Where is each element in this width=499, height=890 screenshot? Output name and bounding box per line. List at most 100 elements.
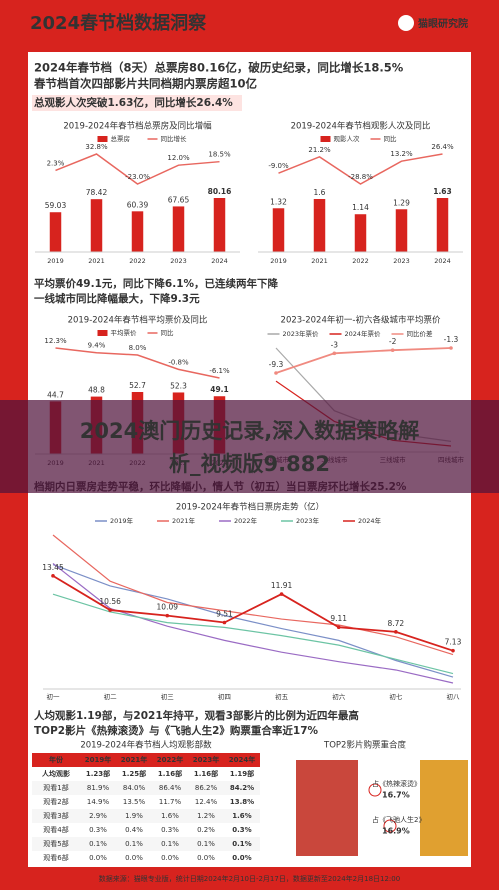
bar xyxy=(172,206,185,252)
brand: 猫眼研究院 xyxy=(418,17,468,30)
table-cell: 观看5部 xyxy=(43,839,68,848)
chart-title: 2023-2024年初一-初六各级城市平均票价 xyxy=(281,315,441,326)
growth-label: 8.0% xyxy=(129,344,147,352)
x-tick-label: 2021 xyxy=(88,257,105,265)
section-subhead: 总观影人次突破1.63亿，同比增长26.4% xyxy=(34,96,233,109)
point-label: 9.51 xyxy=(216,609,233,618)
bar-label: 67.65 xyxy=(168,195,190,204)
table-cell: 1.23部 xyxy=(86,769,110,778)
point xyxy=(394,630,398,634)
chart-title: 2019-2024年春节档日票房走势（亿） xyxy=(176,502,324,513)
x-tick-label: 2019 xyxy=(47,257,64,265)
point xyxy=(274,371,278,375)
bar-label: 52.3 xyxy=(170,381,187,390)
brand-logo xyxy=(398,15,414,31)
growth-label: 26.4% xyxy=(431,143,454,151)
table-header: 2023年 xyxy=(193,755,219,764)
point xyxy=(449,346,453,350)
point-label: 7.13 xyxy=(445,638,462,647)
table-cell: 0.3% xyxy=(89,826,107,834)
table-cell: 观看3部 xyxy=(43,811,68,820)
table-cell: 0.3% xyxy=(232,826,251,834)
legend-swatch xyxy=(97,330,108,336)
table-cell: 84.0% xyxy=(123,784,146,792)
table-cell: 1.25部 xyxy=(122,769,146,778)
point-label: -1.3 xyxy=(444,335,459,344)
overlap-value: 16.7% xyxy=(382,791,410,800)
point-label: 10.56 xyxy=(99,597,121,606)
point xyxy=(279,592,284,596)
legend-label: 平均票价 xyxy=(111,328,138,337)
legend-label: 2022年 xyxy=(234,516,258,525)
table-cell: 0.1% xyxy=(125,840,143,848)
table-row-bg xyxy=(32,781,260,795)
growth-label: 18.5% xyxy=(208,151,231,159)
point-label: -3 xyxy=(331,340,339,349)
point xyxy=(222,620,227,625)
table-cell: 1.9% xyxy=(125,812,143,820)
table-header-bg xyxy=(32,753,260,767)
point xyxy=(390,348,395,352)
table-row-bg xyxy=(32,837,260,851)
table-cell: 1.19部 xyxy=(230,769,254,778)
legend-label: 2023年票价 xyxy=(283,329,320,338)
table-cell: 12.4% xyxy=(195,798,218,806)
bar-label: 60.39 xyxy=(127,200,149,209)
growth-label: 32.8% xyxy=(85,143,108,151)
table-header: 2022年 xyxy=(157,755,183,764)
x-tick-label: 初四 xyxy=(218,692,231,701)
overlay-title: 2024澳门历史记录,深入数据策略解析_视频版9.882 xyxy=(80,419,419,476)
table-header: 2021年 xyxy=(121,755,147,764)
point-label: -9.3 xyxy=(269,360,284,369)
bar-label: 78.42 xyxy=(86,188,108,197)
table-cell: 2.9% xyxy=(89,812,107,820)
x-tick-label: 2019 xyxy=(270,257,287,265)
bar-label: 48.8 xyxy=(88,386,105,395)
poster xyxy=(420,760,468,856)
point-label: 8.72 xyxy=(388,619,405,628)
point xyxy=(51,574,55,578)
table-cell: 14.9% xyxy=(87,798,110,806)
legend-label: 2023年 xyxy=(296,516,320,525)
poster xyxy=(296,760,358,856)
table-cell: 13.5% xyxy=(123,798,146,806)
growth-label: -28.8% xyxy=(348,173,373,181)
x-tick-label: 2024 xyxy=(434,257,451,265)
bar xyxy=(395,209,408,252)
table-cell: 0.0% xyxy=(125,854,143,862)
point-label: 10.09 xyxy=(157,603,179,612)
legend-label: 2024年票价 xyxy=(345,329,382,338)
bar-label: 1.14 xyxy=(352,203,369,212)
growth-label: 12.0% xyxy=(167,154,190,162)
x-tick-label: 2022 xyxy=(352,257,369,265)
table-cell: 观看1部 xyxy=(43,783,68,792)
legend-label: 2019年 xyxy=(110,516,134,525)
legend-swatch xyxy=(97,136,108,142)
table-title: 2019-2024年春节档人均观影部数 xyxy=(80,740,212,751)
footer: 数据来源：猫眼专业版，统计日期2024年2月10日-2月17日，数据更新至202… xyxy=(99,874,400,883)
header-title: 2024春节档数据洞察 xyxy=(30,12,207,34)
bar xyxy=(272,208,285,252)
bar xyxy=(49,212,62,252)
table-row-bg xyxy=(32,809,260,823)
table-header: 2019年 xyxy=(85,755,111,764)
table-cell: 81.9% xyxy=(87,784,110,792)
point-label: 11.91 xyxy=(271,581,293,590)
table-cell: 0.0% xyxy=(232,854,251,862)
point xyxy=(108,608,112,612)
overlap-circle xyxy=(383,819,397,833)
series-line xyxy=(52,593,454,675)
table-cell: 1.2% xyxy=(197,812,215,820)
bar xyxy=(436,198,449,252)
table-cell: 观看4部 xyxy=(43,825,68,834)
overlap-label: 占《飞驰人生2》 xyxy=(372,815,425,824)
table-cell: 0.0% xyxy=(161,854,179,862)
table-cell: 0.0% xyxy=(89,854,107,862)
x-tick-label: 2022 xyxy=(129,257,146,265)
bar-label: 44.7 xyxy=(47,390,64,399)
table-cell: 1.6% xyxy=(161,812,179,820)
point-label: -2 xyxy=(389,337,397,346)
point xyxy=(336,625,341,630)
x-tick-label: 初六 xyxy=(332,692,346,701)
